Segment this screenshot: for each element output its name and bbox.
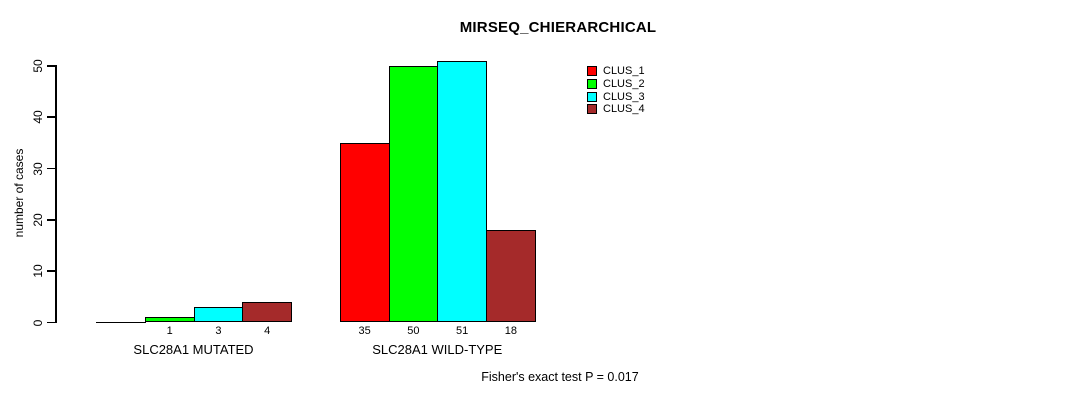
legend-swatch-CLUS_4 bbox=[587, 104, 597, 115]
bar-value-label: 1 bbox=[166, 324, 173, 337]
bar-CLUS_1 bbox=[96, 321, 146, 323]
bar-value-label: 3 bbox=[215, 324, 222, 337]
legend-item: CLUS_2 bbox=[587, 78, 645, 91]
chart-title: MIRSEQ_CHIERARCHICAL bbox=[459, 19, 657, 36]
bar-CLUS_3 bbox=[193, 307, 244, 323]
y-tick-label: 0 bbox=[31, 319, 45, 326]
y-tick-label: 40 bbox=[31, 110, 45, 124]
legend-item: CLUS_4 bbox=[587, 103, 645, 116]
legend-item: CLUS_1 bbox=[587, 65, 645, 78]
y-tick bbox=[47, 116, 55, 118]
y-axis-line bbox=[55, 65, 57, 324]
group-label: SLC28A1 WILD-TYPE bbox=[372, 341, 503, 357]
y-tick bbox=[47, 270, 55, 272]
y-tick-label: 10 bbox=[31, 264, 45, 278]
legend-label: CLUS_1 bbox=[603, 65, 645, 78]
legend-label: CLUS_4 bbox=[603, 103, 645, 116]
y-tick-label: 30 bbox=[31, 161, 45, 176]
y-tick bbox=[47, 65, 55, 67]
legend-label: CLUS_2 bbox=[603, 78, 645, 91]
legend: CLUS_1 CLUS_2 CLUS_3 CLUS_4 bbox=[587, 65, 645, 116]
y-tick bbox=[47, 321, 55, 324]
bar-CLUS_2 bbox=[388, 65, 439, 323]
y-tick bbox=[47, 167, 55, 170]
bar-CLUS_4 bbox=[242, 301, 292, 323]
y-tick-label: 50 bbox=[31, 59, 45, 73]
bar-CLUS_3 bbox=[437, 60, 487, 323]
legend-swatch-CLUS_2 bbox=[587, 79, 597, 90]
stat-test-footnote: Fisher's exact test P = 0.017 bbox=[481, 370, 639, 384]
bar-value-label: 4 bbox=[264, 324, 271, 337]
group-label: SLC28A1 MUTATED bbox=[133, 341, 254, 357]
bar-value-label: 51 bbox=[456, 324, 469, 337]
bar-CLUS_2 bbox=[144, 317, 195, 323]
bar-CLUS_1 bbox=[339, 142, 390, 323]
bar-value-label: 50 bbox=[407, 324, 420, 337]
y-axis-label: number of cases bbox=[12, 148, 26, 238]
bar-value-label: 18 bbox=[504, 324, 517, 337]
y-tick bbox=[47, 219, 55, 221]
bar-value-label: 35 bbox=[358, 324, 371, 337]
y-tick-label: 20 bbox=[31, 213, 45, 227]
legend-label: CLUS_3 bbox=[603, 90, 645, 103]
legend-swatch-CLUS_1 bbox=[587, 66, 597, 77]
legend-item: CLUS_3 bbox=[587, 90, 645, 103]
legend-swatch-CLUS_3 bbox=[587, 91, 597, 102]
bar-CLUS_4 bbox=[486, 230, 536, 323]
